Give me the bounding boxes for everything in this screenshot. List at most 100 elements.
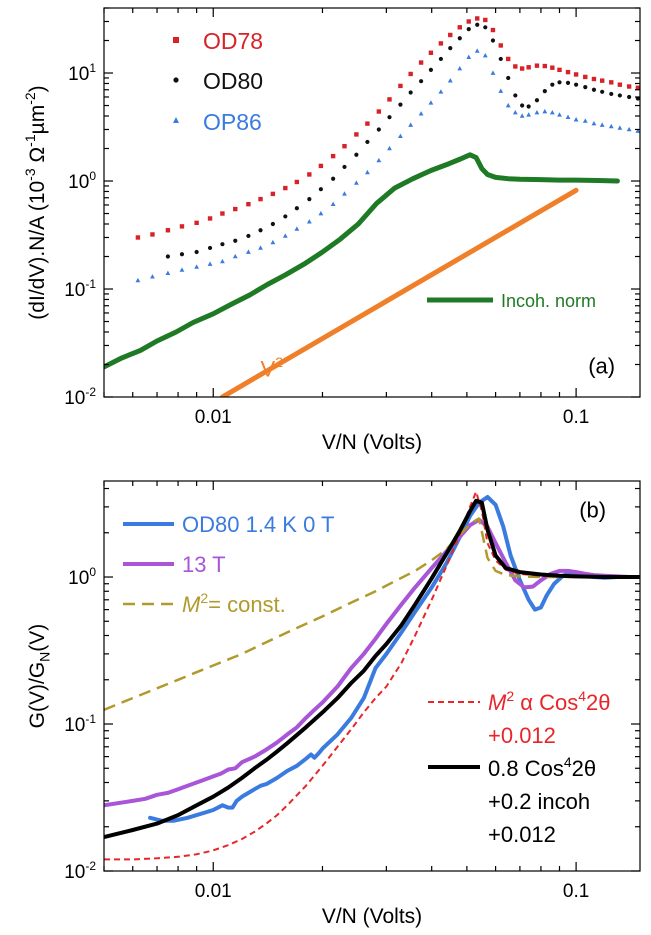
data-point [294,179,300,185]
label-part: 4 [564,754,572,770]
data-point [599,78,605,83]
x-axis-ticks [103,8,577,397]
data-point [438,41,444,46]
label-part: 0.8 Cos [488,756,564,781]
series-0-8-cos-2- [104,498,640,840]
data-point [387,97,392,102]
data-point [534,110,540,115]
data-point [398,83,403,89]
data-point [549,110,555,115]
data-point [179,224,185,229]
data-point [376,109,382,114]
data-point [591,121,597,126]
data-point [526,65,531,70]
data-point [626,84,632,89]
plot-frame [103,7,641,398]
label-part: α Cos [514,690,578,715]
data-point [483,17,488,23]
plot-frame [103,480,641,872]
y-axis-label: G(V)/GN(V) [26,624,52,729]
series-incoh-norm [104,152,620,370]
data-point [457,36,462,41]
data-point [466,54,472,60]
series-13-t [104,517,640,808]
data-point [233,206,238,212]
data-point [635,128,640,133]
data-point [542,108,548,114]
label-part: 10 [68,568,89,589]
data-point [506,56,511,62]
x-axis-ticks [103,481,577,871]
label-part: 13 T [182,552,226,577]
data-point [583,74,588,80]
data-point [258,228,263,233]
label-part: 2 [506,688,514,704]
data-point [513,93,518,98]
data-point [428,100,434,105]
data-point [519,113,525,118]
annotation: V2 [261,354,284,381]
data-point [542,63,548,69]
data-point [220,242,225,247]
data-point [617,93,622,98]
data-point [135,235,141,240]
y-axis-ticks [104,7,640,398]
data-point [505,102,511,108]
label-part: Ω [26,147,49,169]
label-part: 0 [89,565,96,579]
data-point [617,125,623,130]
series-od80 [165,22,640,259]
label-part: +0.2 incoh [488,789,590,814]
data-point [331,176,336,181]
data-point [150,274,155,279]
data-point [574,82,579,87]
data-point [245,249,251,254]
data-point [282,233,288,238]
series-line [104,498,640,840]
data-point [557,80,562,85]
data-point [483,25,488,30]
data-point [165,228,171,233]
data-point [376,127,381,132]
label-part: +0.012 [488,723,556,748]
data-point [179,252,185,257]
legend: OD80 1.4 K 0 T13 TM2= const.M2 α Cos42θ+… [123,512,610,847]
data-point [448,32,453,38]
annotation: (a) [588,354,615,379]
data-point [294,206,299,211]
data-point [534,98,540,103]
label-part: 1 [89,61,96,75]
data-point [376,157,382,163]
label-part: +0.012 [488,822,556,847]
data-point [179,267,185,272]
plot-area [104,490,640,861]
legend-marker [173,37,179,43]
data-point [490,70,496,75]
legend-label: M2 α Cos42θ [488,688,610,715]
legend-label: OD78 [203,28,263,54]
label-part: 10 [64,715,85,736]
label-part: (dI/dV).N/A (10 [26,181,49,320]
data-point [418,111,424,116]
data-point [330,201,336,206]
x-axis-label: V/N (Volts) [322,905,422,928]
label-part: 10 [64,280,85,301]
data-point [387,145,392,151]
legend-label: 13 T [182,552,226,577]
data-point [194,264,200,269]
data-point [447,78,453,83]
data-point [573,72,579,77]
label-part: -2 [85,385,96,399]
data-point [428,67,434,72]
y-tick-label: 10-2 [64,859,96,883]
y-axis-ticks [104,487,640,872]
label-part: 2θ [572,756,596,781]
y-tick-label: 101 [68,61,96,85]
data-point [457,25,462,30]
data-point [342,191,347,196]
x-axis-label: V/N (Volts) [322,431,422,454]
data-point [307,197,312,202]
legend-marker [173,117,179,123]
